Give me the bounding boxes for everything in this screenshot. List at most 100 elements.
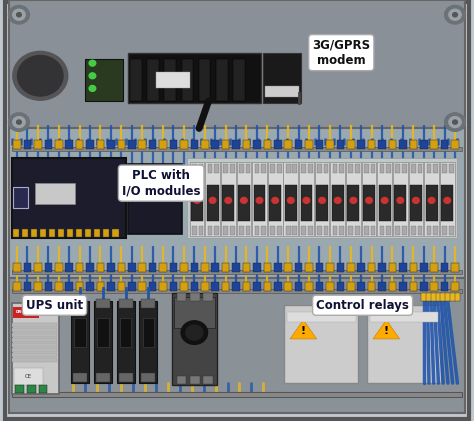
Bar: [156, 72, 190, 88]
Bar: [348, 226, 353, 235]
Bar: [12, 338, 57, 342]
Bar: [316, 263, 323, 272]
Bar: [386, 226, 391, 235]
Circle shape: [449, 9, 461, 20]
Bar: [436, 293, 441, 301]
Bar: [12, 333, 57, 337]
Bar: [34, 140, 42, 149]
Bar: [410, 185, 422, 221]
Bar: [449, 226, 454, 235]
Bar: [357, 140, 365, 149]
Bar: [14, 368, 43, 385]
Circle shape: [17, 13, 21, 17]
Bar: [370, 312, 438, 322]
Bar: [237, 162, 251, 236]
Bar: [128, 164, 182, 234]
Bar: [440, 293, 446, 301]
Circle shape: [13, 117, 25, 128]
Bar: [411, 226, 416, 235]
Bar: [379, 185, 391, 221]
Bar: [190, 376, 200, 384]
Bar: [347, 263, 355, 272]
Bar: [159, 140, 167, 149]
Bar: [315, 162, 329, 236]
Bar: [96, 299, 110, 308]
Bar: [222, 140, 229, 149]
Bar: [207, 185, 219, 221]
Bar: [12, 348, 57, 352]
Circle shape: [350, 197, 356, 203]
Text: PLC with
I/O modules: PLC with I/O modules: [122, 169, 201, 197]
Circle shape: [9, 5, 29, 24]
Bar: [243, 263, 250, 272]
Bar: [230, 164, 235, 173]
Bar: [430, 140, 438, 149]
Bar: [420, 263, 428, 272]
Bar: [402, 164, 407, 173]
Bar: [330, 162, 345, 236]
Bar: [433, 164, 438, 173]
Bar: [441, 140, 448, 149]
Bar: [128, 53, 261, 103]
Bar: [411, 164, 416, 173]
Bar: [85, 59, 123, 101]
Bar: [393, 162, 408, 236]
Bar: [31, 229, 37, 237]
Bar: [455, 293, 460, 301]
Bar: [451, 263, 459, 272]
Circle shape: [89, 73, 96, 79]
Circle shape: [445, 113, 465, 131]
Bar: [283, 162, 298, 236]
Bar: [12, 353, 57, 357]
Bar: [451, 282, 459, 291]
Bar: [270, 164, 275, 173]
Bar: [362, 162, 376, 236]
Bar: [117, 301, 135, 383]
Bar: [221, 162, 236, 236]
Bar: [378, 263, 386, 272]
Bar: [97, 282, 104, 291]
Bar: [76, 282, 83, 291]
Bar: [118, 373, 133, 382]
Bar: [149, 263, 156, 272]
Bar: [12, 328, 57, 332]
Bar: [76, 229, 82, 237]
Bar: [286, 226, 291, 235]
Circle shape: [335, 197, 341, 203]
Bar: [187, 158, 457, 238]
Bar: [192, 164, 197, 173]
Text: !: !: [384, 326, 389, 336]
Bar: [430, 282, 438, 291]
Bar: [355, 226, 360, 235]
Bar: [253, 140, 261, 149]
Bar: [239, 164, 244, 173]
Bar: [107, 140, 115, 149]
Bar: [316, 282, 323, 291]
Bar: [149, 140, 156, 149]
Bar: [389, 140, 396, 149]
Text: UPS unit: UPS unit: [26, 299, 83, 312]
Bar: [295, 263, 302, 272]
Bar: [182, 59, 193, 101]
Bar: [143, 318, 154, 347]
Bar: [73, 373, 87, 382]
Bar: [380, 226, 384, 235]
Bar: [205, 162, 220, 236]
Bar: [230, 226, 235, 235]
Bar: [357, 282, 365, 291]
Bar: [357, 263, 365, 272]
Bar: [24, 140, 31, 149]
Bar: [12, 323, 57, 327]
Bar: [9, 0, 465, 128]
Bar: [308, 226, 313, 235]
Bar: [13, 229, 19, 237]
Bar: [216, 59, 228, 101]
Bar: [12, 158, 126, 238]
Bar: [418, 226, 422, 235]
Bar: [97, 263, 104, 272]
Bar: [191, 185, 203, 221]
Bar: [424, 162, 439, 236]
Bar: [118, 282, 125, 291]
Circle shape: [453, 13, 457, 17]
Bar: [76, 140, 83, 149]
